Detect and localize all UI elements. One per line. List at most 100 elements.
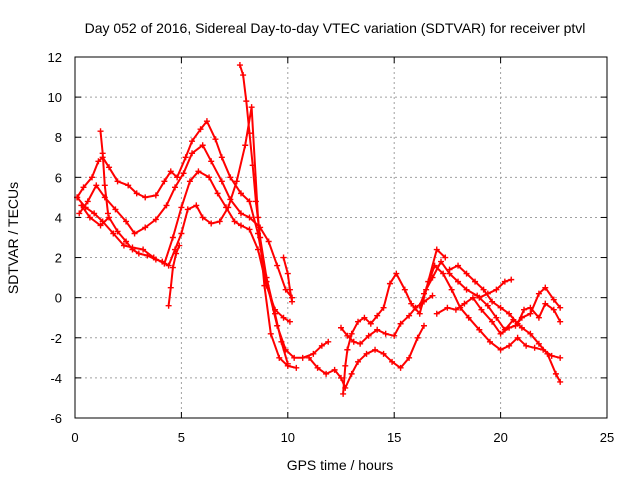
data-point [557,318,564,325]
data-point [455,278,462,285]
data-point [243,98,250,105]
series-line [436,286,561,335]
data-point [110,230,117,237]
data-point [216,218,223,225]
x-tick-label: 15 [387,430,401,445]
data-point [420,322,427,329]
data-point [416,310,423,317]
data-point [455,262,462,269]
data-point [263,274,270,281]
data-point [291,354,298,361]
series-line [76,120,329,359]
data-point [493,286,500,293]
data-point [380,350,387,357]
data-point [355,318,362,325]
data-point [442,254,449,261]
data-point [365,332,372,339]
data-point [514,320,521,327]
data-point [416,302,423,309]
data-point [527,310,534,317]
data-point [161,178,168,185]
data-point [489,318,496,325]
data-point [120,242,127,249]
data-point [438,258,445,265]
data-point [367,320,374,327]
data-point [165,262,172,269]
data-point [357,340,364,347]
data-point [114,178,121,185]
data-point [440,270,447,277]
data-point [389,358,396,365]
data-point [348,330,355,337]
series-layer [74,62,564,397]
data-point [463,270,470,277]
data-point [372,346,379,353]
y-tick-label: 6 [55,170,62,185]
data-point [393,270,400,277]
data-point [214,190,221,197]
data-point [265,238,272,245]
data-point [237,190,244,197]
y-tick-label: -6 [50,411,62,426]
data-point [208,158,215,165]
data-point [286,286,293,293]
data-point [89,174,96,181]
data-point [527,304,534,311]
data-point [310,350,317,357]
data-point [106,214,113,221]
data-point [325,338,332,345]
x-tick-label: 0 [71,430,78,445]
y-tick-label: -2 [50,331,62,346]
data-point [189,150,196,157]
data-point [363,350,370,357]
data-point [361,314,368,321]
data-point [152,192,159,199]
data-point [218,178,225,185]
series-line [78,144,293,299]
data-point [431,262,438,269]
x-tick-label: 20 [493,430,507,445]
data-point [165,302,172,309]
data-point [78,202,85,209]
data-point [501,278,508,285]
data-point [95,158,102,165]
data-point [125,182,132,189]
data-point [433,246,440,253]
data-point [237,222,244,229]
data-point [178,204,185,211]
data-point [212,136,219,143]
data-point [193,202,200,209]
data-point [276,354,283,361]
series-track-5 [97,128,111,217]
data-point [272,310,279,317]
y-tick-label: 4 [55,210,62,225]
y-tick-label: 12 [48,50,62,65]
data-point [344,332,351,339]
y-tick-label: 2 [55,251,62,266]
data-point [237,210,244,217]
data-point [178,230,185,237]
data-point [497,346,504,353]
series-track-17 [476,276,515,301]
data-point [506,342,513,349]
data-point [550,306,557,313]
data-point [323,370,330,377]
data-point [284,270,291,277]
tick-layer: 0 5 10 15 20 25 -6 -4 -2 0 2 4 6 8 10 12 [48,50,615,445]
data-point [189,138,196,145]
data-point [186,178,193,185]
data-point [476,294,483,301]
data-point [159,258,166,265]
data-point [463,286,470,293]
data-point [414,334,421,341]
data-point [280,254,287,261]
data-point [199,142,206,149]
data-point [93,182,100,189]
data-point [446,266,453,273]
series-track-6 [165,242,183,309]
data-point [203,118,210,125]
data-point [129,246,136,253]
data-point [550,296,557,303]
data-point [299,354,306,361]
data-point [433,310,440,317]
